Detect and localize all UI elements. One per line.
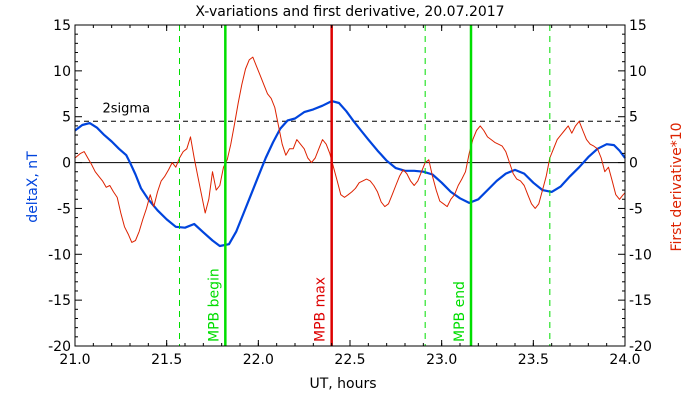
right-axis-label: First derivative*10 xyxy=(669,122,685,251)
right-y-tick-label: 0 xyxy=(629,156,638,172)
x-tick-label: 24.0 xyxy=(609,352,640,368)
x-tick-label: 23.0 xyxy=(426,352,457,368)
left-y-tick-label: -15 xyxy=(48,293,71,309)
marker-label: MPB max xyxy=(313,277,329,342)
x-tick-label: 21.5 xyxy=(151,352,182,368)
x-tick-label: 22.5 xyxy=(334,352,365,368)
left-axis-label: deltaX, nT xyxy=(25,151,41,223)
right-y-tick-label: -15 xyxy=(629,293,652,309)
x-axis: 21.0 21.5 22.0 22.5 23.0 23.5 24.0 xyxy=(59,25,641,368)
left-y-tick-label: -5 xyxy=(57,201,71,217)
right-y-tick-label: 10 xyxy=(629,64,647,80)
marker-label: MPB begin xyxy=(206,268,222,342)
x-tick-label: 21.0 xyxy=(59,352,90,368)
right-y-tick-label: 5 xyxy=(629,110,638,126)
right-y-tick-label: 15 xyxy=(629,18,647,34)
left-y-tick-label: 0 xyxy=(62,156,71,172)
chart-title: X-variations and first derivative, 20.07… xyxy=(195,4,504,20)
left-y-tick-label: 15 xyxy=(53,18,71,34)
x-axis-label: UT, hours xyxy=(309,376,376,392)
left-y-tick-label: 10 xyxy=(53,64,71,80)
deltax-line xyxy=(74,100,626,248)
right-y-tick-label: -10 xyxy=(629,247,652,263)
y-axes: -20 -20 -15 -15 -10 -10 -5 -5 0 0 5 5 10 10 15 15 xyxy=(48,18,652,355)
series-group xyxy=(74,56,626,248)
left-y-tick-label: 5 xyxy=(62,110,71,126)
x-tick-label: 22.0 xyxy=(243,352,274,368)
marker-labels: MPB begin MPB max MPB end xyxy=(206,268,468,342)
left-y-tick-label: -10 xyxy=(48,247,71,263)
x-tick-label: 23.5 xyxy=(518,352,549,368)
left-y-tick-label: -20 xyxy=(48,339,71,355)
marker-label: MPB end xyxy=(452,281,468,342)
right-y-tick-label: -5 xyxy=(629,201,643,217)
sigma-label: 2sigma xyxy=(103,101,151,116)
vertical-markers xyxy=(179,25,551,346)
right-y-tick-label: -20 xyxy=(629,339,652,355)
derivative-line xyxy=(74,56,626,243)
reference-lines xyxy=(75,120,625,164)
